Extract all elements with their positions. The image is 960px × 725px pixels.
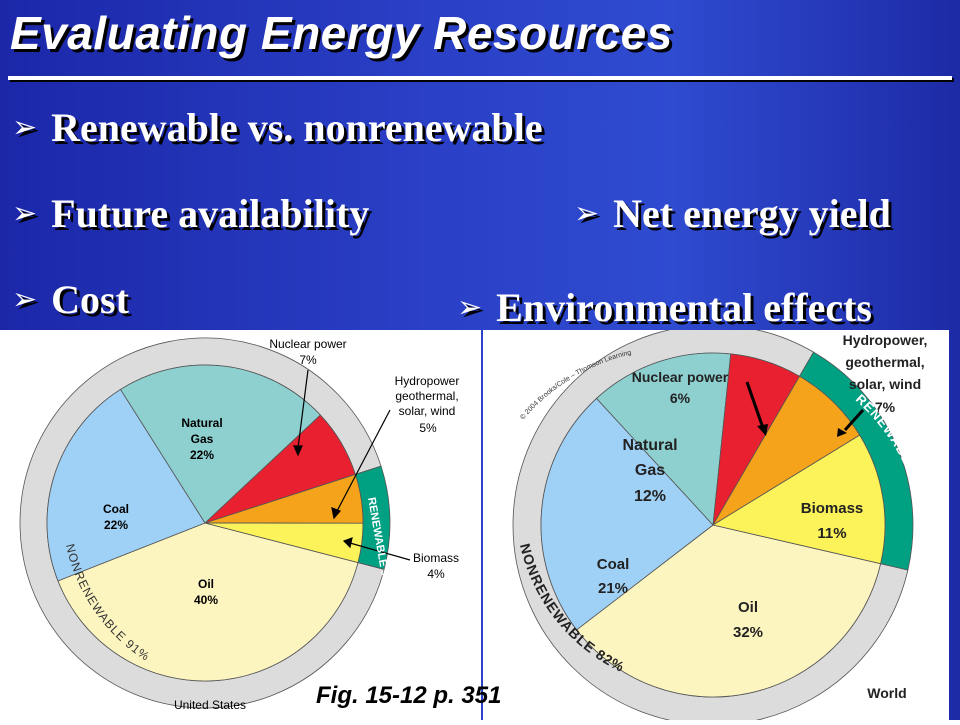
us-chart-panel: Natural 22% Coal 22% Oil 40% Nuclear pow… <box>0 330 481 720</box>
us-slice-coal <box>46 388 206 582</box>
world-label-hydro-1: Hydropower, <box>843 332 928 348</box>
figure-caption: Fig. 15-12 p. 351 <box>316 682 502 709</box>
arrow-bullet-icon: ➢ <box>12 282 38 317</box>
world-value-oil: 32% <box>733 624 763 641</box>
us-slice-oil <box>57 522 359 682</box>
world-label-hydro-2: geothermal, <box>845 354 924 370</box>
bullet-cost: ➢ Cost <box>12 276 129 323</box>
world-label-coal: Coal <box>597 556 630 573</box>
us-callout-lines <box>293 369 411 561</box>
title-underline <box>8 76 952 80</box>
us-label-oil: Oil <box>198 577 214 591</box>
world-label-gas: Gas <box>635 462 665 479</box>
bullet-renewable: ➢ Renewable vs. nonrenewable <box>12 104 543 151</box>
us-label-hydro: 5% <box>419 421 437 435</box>
svg-text:Hydropower: Hydropower <box>395 374 460 388</box>
us-label-biomass: Biomass <box>413 551 459 565</box>
bullet-text: Net energy yield <box>613 191 891 236</box>
us-slices <box>46 364 364 682</box>
us-slice-biomass <box>204 522 364 564</box>
world-value-coal: 21% <box>598 580 628 597</box>
us-value-oil: 40% <box>194 593 218 607</box>
bullet-text: Environmental effects <box>496 285 872 330</box>
arrow-bullet-icon: ➢ <box>12 110 38 145</box>
world-pie-chart: Natural Gas 12% Coal 21% Oil 32% Biomass… <box>512 324 929 725</box>
world-region-label: World <box>867 685 906 701</box>
world-value-hydro: 7% <box>875 399 896 415</box>
world-callout-arrows <box>745 381 865 437</box>
bullet-future-availability: ➢ Future availability <box>12 190 369 237</box>
world-chart-panel: Natural Gas 12% Coal 21% Oil 32% Biomass… <box>483 324 949 725</box>
world-value-nuclear: 6% <box>670 390 691 406</box>
world-label-natural-gas: Natural <box>622 437 677 454</box>
w-slice-biomass <box>711 434 886 565</box>
world-label-hydro-3: solar, wind <box>849 376 921 392</box>
us-value-biomass: 4% <box>427 567 445 581</box>
us-label-natural-gas: Natural <box>181 416 222 430</box>
arrow-bullet-icon: ➢ <box>574 196 600 231</box>
arrow-bullet-icon: ➢ <box>457 290 483 325</box>
w-slice-coal <box>540 397 714 631</box>
w-slice-natural-gas <box>595 352 732 526</box>
bullet-net-energy-yield: ➢ Net energy yield <box>574 190 891 237</box>
us-label-coal: Coal <box>103 502 129 516</box>
us-value-nuclear: 7% <box>299 353 317 367</box>
world-slices <box>540 352 886 698</box>
world-value-biomass: 11% <box>817 525 846 542</box>
us-label-nuclear: Nuclear power <box>269 337 346 351</box>
bullet-text: Cost <box>51 277 129 322</box>
svg-text:Gas: Gas <box>191 432 214 446</box>
us-value-coal: 22% <box>104 518 128 532</box>
slide-title: Evaluating Energy Resources <box>10 7 673 59</box>
bullet-text: Future availability <box>51 191 370 236</box>
us-value-natural-gas: 22% <box>190 448 214 462</box>
svg-text:solar, wind: solar, wind <box>399 404 456 418</box>
us-pie-chart: Natural 22% Coal 22% Oil 40% Nuclear pow… <box>19 337 460 712</box>
world-value-natural-gas: 12% <box>634 488 666 505</box>
w-slice-oil <box>576 524 882 698</box>
us-region-label: United States <box>174 698 246 712</box>
svg-text:geothermal,: geothermal, <box>395 389 458 403</box>
bullet-environmental-effects: ➢ Environmental effects <box>457 284 872 331</box>
world-label-nuclear: Nuclear power <box>632 369 729 385</box>
bullet-text: Renewable vs. nonrenewable <box>51 105 543 150</box>
world-label-oil: Oil <box>738 599 758 616</box>
us-hydro-multiline: Hydropower geothermal, solar, wind Gas . <box>191 374 460 446</box>
world-label-biomass: Biomass <box>801 500 864 517</box>
arrow-bullet-icon: ➢ <box>12 196 38 231</box>
